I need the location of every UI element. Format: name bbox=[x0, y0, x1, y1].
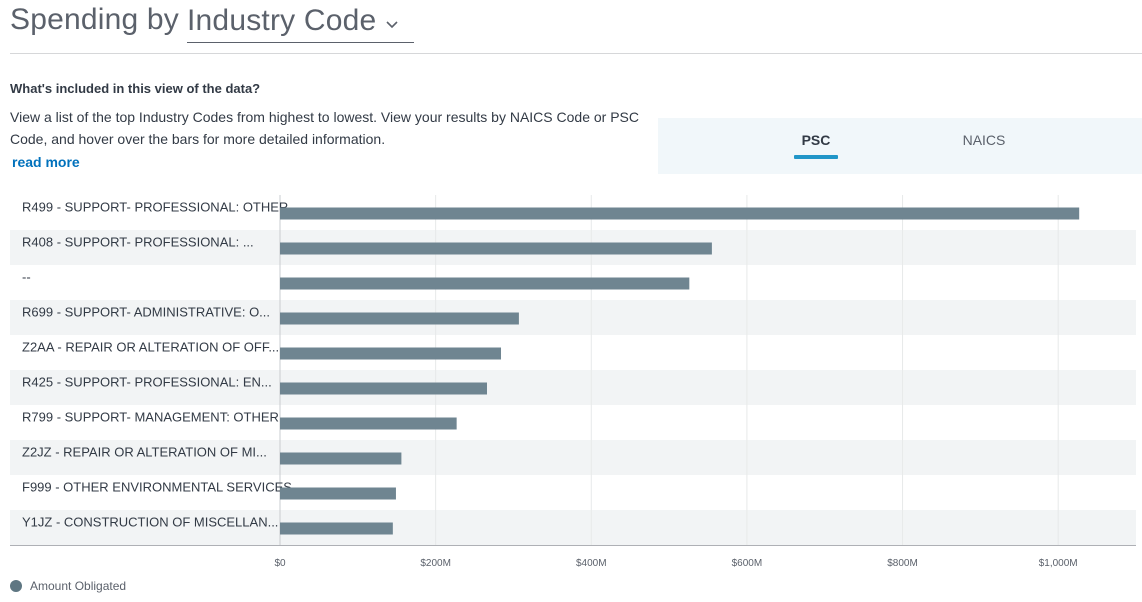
x-tick-label: $800M bbox=[887, 558, 918, 569]
info-description: View a list of the top Industry Codes fr… bbox=[10, 109, 639, 147]
bar bbox=[280, 382, 487, 395]
chart-legend: Amount Obligated bbox=[10, 579, 126, 593]
row-band bbox=[10, 510, 1136, 545]
x-tick-label: $0 bbox=[274, 558, 286, 569]
page-title: Spending by Industry Code bbox=[10, 0, 415, 44]
code-type-toggle: PSC NAICS bbox=[658, 118, 1142, 174]
legend-swatch bbox=[10, 580, 22, 592]
category-label: Z2AA - REPAIR OR ALTERATION OF OFF... bbox=[22, 340, 279, 355]
active-tab-indicator bbox=[794, 155, 838, 159]
bar bbox=[280, 277, 690, 290]
bar bbox=[280, 452, 402, 465]
info-heading: What's included in this view of the data… bbox=[10, 81, 261, 96]
tab-psc[interactable]: PSC bbox=[801, 132, 831, 148]
read-more-link[interactable]: read more bbox=[12, 154, 80, 170]
category-label: R799 - SUPPORT- MANAGEMENT: OTHER bbox=[22, 410, 279, 425]
category-label: R499 - SUPPORT- PROFESSIONAL: OTHER bbox=[22, 200, 288, 215]
tab-naics[interactable]: NAICS bbox=[962, 132, 1006, 148]
bar bbox=[280, 487, 396, 500]
bar bbox=[280, 347, 502, 360]
title-prefix: Spending by bbox=[10, 3, 180, 36]
category-label: -- bbox=[22, 270, 31, 285]
x-tick-label: $200M bbox=[420, 558, 451, 569]
bar bbox=[280, 522, 393, 535]
category-label: Z2JZ - REPAIR OR ALTERATION OF MI... bbox=[22, 445, 267, 460]
title-divider bbox=[10, 53, 1142, 54]
category-label: R425 - SUPPORT- PROFESSIONAL: EN... bbox=[22, 375, 272, 390]
legend-label: Amount Obligated bbox=[30, 579, 127, 593]
row-band bbox=[10, 440, 1136, 475]
dimension-dropdown[interactable]: Industry Code bbox=[187, 0, 415, 43]
x-tick-label: $1,000M bbox=[1039, 558, 1078, 569]
bar bbox=[280, 312, 519, 325]
category-label: Y1JZ - CONSTRUCTION OF MISCELLAN... bbox=[22, 515, 278, 530]
x-tick-label: $600M bbox=[732, 558, 763, 569]
chevron-down-icon bbox=[386, 21, 398, 29]
bar bbox=[280, 417, 457, 430]
x-tick-label: $400M bbox=[576, 558, 607, 569]
category-label: R408 - SUPPORT- PROFESSIONAL: ... bbox=[22, 235, 254, 250]
spending-bar-chart: R499 - SUPPORT- PROFESSIONAL: OTHER R408 … bbox=[10, 195, 1136, 569]
dimension-dropdown-label: Industry Code bbox=[187, 4, 377, 37]
category-label: R699 - SUPPORT- ADMINISTRATIVE: O... bbox=[22, 305, 270, 320]
row-band bbox=[10, 300, 1136, 335]
bar bbox=[280, 207, 1080, 220]
bar bbox=[280, 242, 712, 255]
row-band bbox=[10, 370, 1136, 405]
category-label: F999 - OTHER ENVIRONMENTAL SERVICES bbox=[22, 480, 292, 495]
